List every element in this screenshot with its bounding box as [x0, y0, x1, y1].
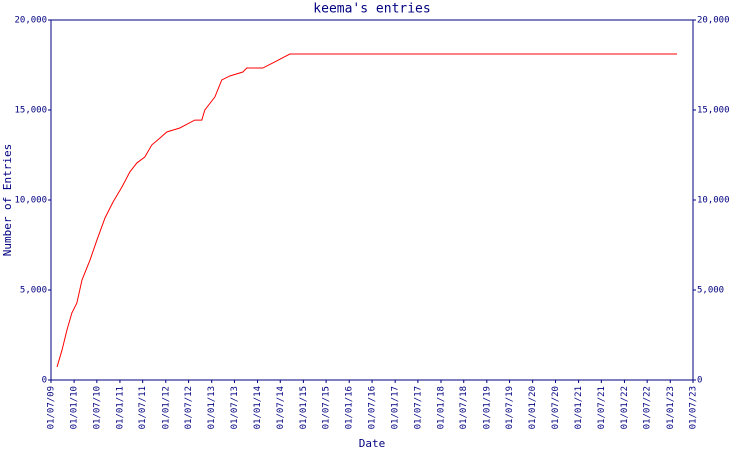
- y2-tick-label: 20,000: [697, 16, 730, 26]
- x-tick-label: 01/07/22: [643, 386, 653, 429]
- x-tick-label: 01/01/13: [207, 386, 217, 429]
- x-tick-label: 01/07/13: [230, 386, 240, 429]
- x-tick-label: 01/01/16: [345, 386, 355, 429]
- x-tick-label: 01/01/18: [436, 386, 446, 429]
- x-tick-label: 01/07/14: [276, 386, 286, 429]
- x-tick-label: 01/01/19: [482, 386, 492, 429]
- x-tick-label: 01/01/21: [574, 386, 584, 429]
- x-tick-label: 01/07/15: [322, 386, 332, 429]
- x-tick-label: 01/01/20: [528, 386, 538, 429]
- x-axis-label: Date: [359, 437, 386, 450]
- x-tick-label: 01/07/21: [597, 386, 607, 429]
- x-tick-label: 01/01/17: [391, 386, 401, 429]
- y-axis-label: Number of Entries: [1, 144, 14, 257]
- y-tick-label: 20,000: [14, 16, 47, 26]
- x-tick-label: 01/07/16: [368, 386, 378, 429]
- y-tick-label: 15,000: [14, 106, 47, 116]
- x-tick-label: 01/01/10: [70, 386, 80, 429]
- x-tick-label: 01/07/09: [47, 386, 57, 429]
- y2-tick-label: 0: [697, 376, 702, 386]
- x-tick-label: 01/07/11: [138, 386, 148, 429]
- x-tick-label: 01/07/19: [505, 386, 515, 429]
- x-tick-label: 01/01/14: [253, 386, 263, 429]
- x-tick-label: 01/07/23: [689, 386, 699, 429]
- x-tick-label: 01/07/17: [413, 386, 423, 429]
- y2-tick-label: 15,000: [697, 106, 730, 116]
- y-tick-label: 5,000: [20, 286, 47, 296]
- x-tick-label: 01/01/22: [620, 386, 630, 429]
- x-tick-label: 01/07/20: [551, 386, 561, 429]
- x-tick-label: 01/07/10: [92, 386, 102, 429]
- chart-title: keema's entries: [313, 2, 430, 17]
- x-tick-label: 01/07/12: [184, 386, 194, 429]
- x-tick-label: 01/01/12: [161, 386, 171, 429]
- y2-tick-label: 5,000: [697, 286, 724, 296]
- y-tick-label: 10,000: [14, 196, 47, 206]
- y-tick-label: 0: [42, 376, 47, 386]
- y2-tick-label: 10,000: [697, 196, 730, 206]
- x-tick-label: 01/01/23: [666, 386, 676, 429]
- x-tick-label: 01/01/15: [299, 386, 309, 429]
- x-tick-label: 01/01/11: [115, 386, 125, 429]
- data-line: [56, 53, 678, 368]
- x-tick-label: 01/07/18: [459, 386, 469, 429]
